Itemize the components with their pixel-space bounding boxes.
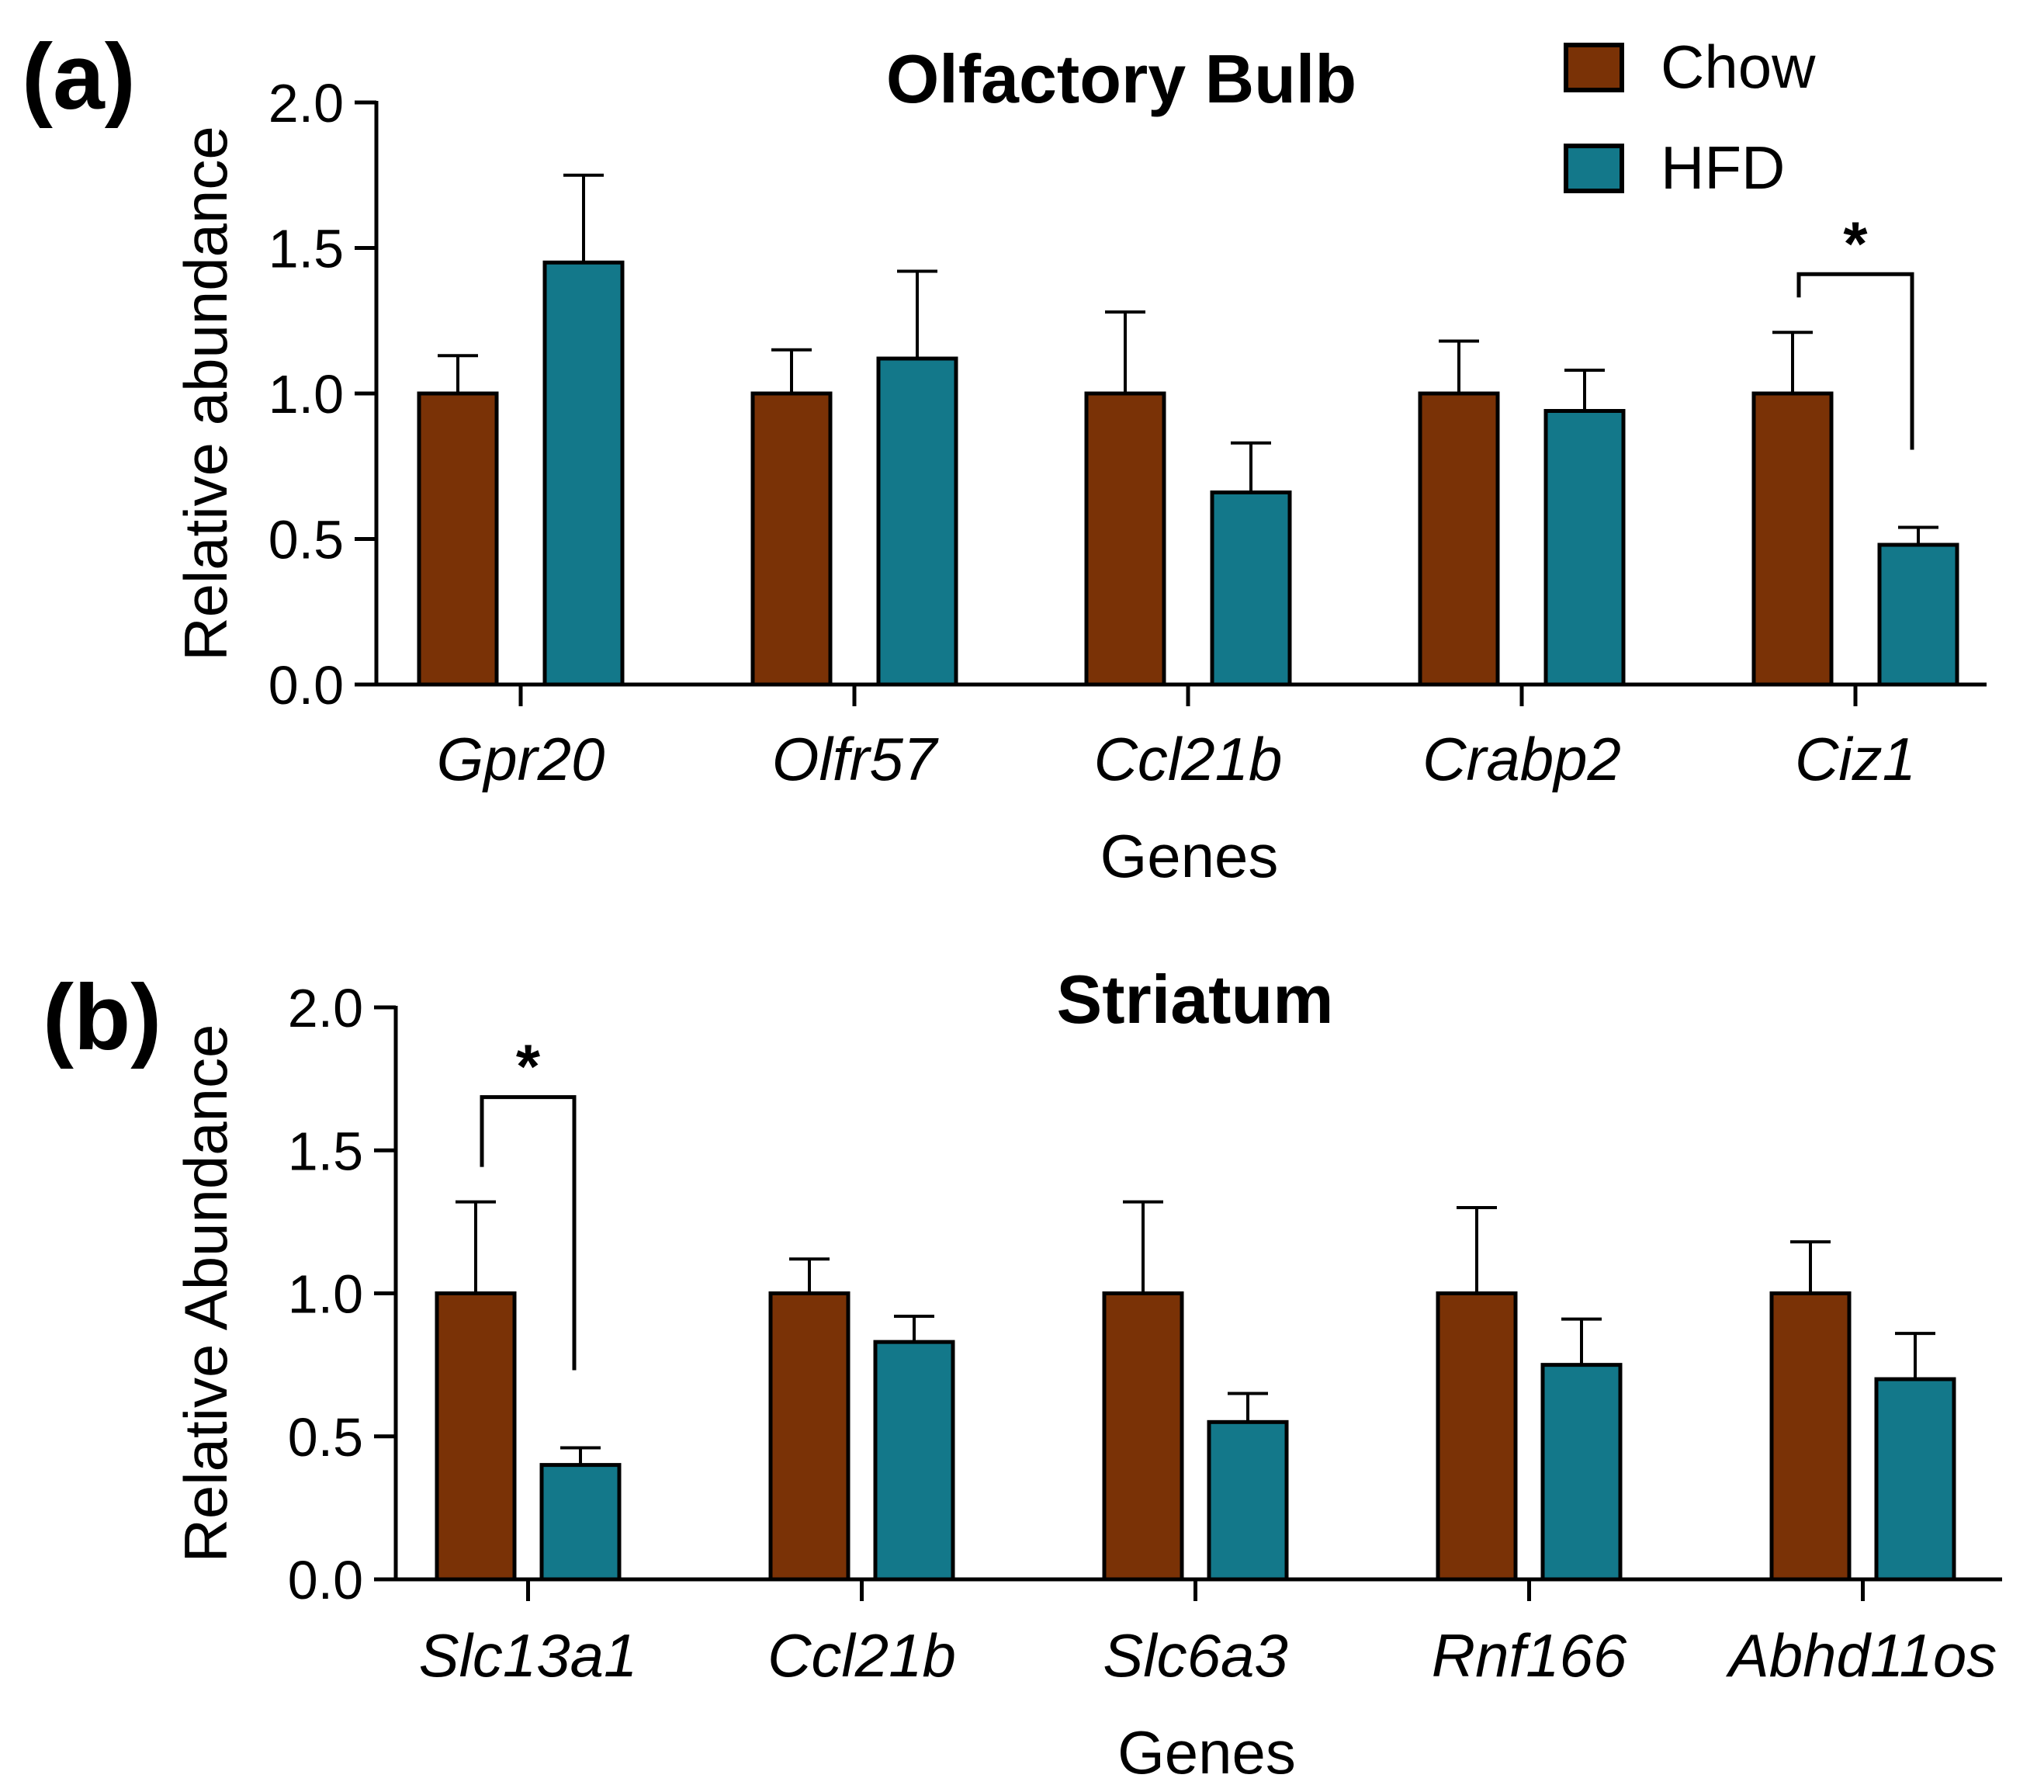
bar-chow-rnf166 [1436,1291,1518,1582]
significance-star: * [1843,209,1868,278]
legend-swatch-hfd [1564,144,1624,193]
bar-chow-gpr20 [417,391,499,687]
bar-hfd-slc13a1 [539,1463,622,1582]
bar-hfd-ciz1 [1877,542,1959,687]
y-axis-title: Relative Abundance [171,1024,240,1563]
significance-bracket [1796,272,1914,450]
gene-label-ccl21b: Ccl21b [767,1621,956,1690]
y-tick-label: 1.5 [288,1121,363,1181]
y-tick-label: 0.0 [288,1550,363,1610]
panel-label: (b) [43,965,161,1069]
gene-label-slc6a3: Slc6a3 [1103,1621,1288,1690]
y-axis-title: Relative abundance [171,126,240,661]
bar-hfd-ccl21b [873,1340,955,1582]
chart-panel-a: (a) Olfactory Bulb 0.0 0.5 1.0 1.5 2.0 Relative… [22,25,1987,890]
bar-hfd-crabp2 [1543,409,1626,687]
bar-chow-olfr57 [750,391,833,687]
y-tick-label: 1.0 [268,364,344,425]
gene-label-ciz1: Ciz1 [1795,725,1916,793]
legend-swatch-chow [1564,43,1624,92]
bar-chow-ccl21b [1084,391,1166,687]
chart-title: Striatum [1057,961,1334,1038]
bar-hfd-olfr57 [876,356,958,687]
gene-label-olfr57: Olfr57 [772,725,939,793]
chart-panel-b: (b) Striatum 0.0 0.5 1.0 1.5 2.0 Relative Abund… [43,961,2002,1787]
bar-chow-ciz1 [1751,391,1834,687]
bar-hfd-abhd11os [1874,1377,1956,1582]
gene-label-rnf166: Rnf166 [1432,1621,1627,1690]
gene-label-slc13a1: Slc13a1 [419,1621,638,1690]
legend: Chow HFD [1564,33,1816,202]
y-tick-label: 2.0 [288,978,363,1038]
bar-chow-abhd11os [1769,1291,1852,1582]
significance-star: * [516,1032,541,1101]
y-tick-label: 2.0 [268,73,344,133]
y-tick-label: 0.5 [288,1407,363,1468]
x-axis-title: Genes [1100,822,1279,890]
bar-chow-ccl21b [768,1291,851,1582]
bar-hfd-rnf166 [1540,1363,1623,1582]
legend-label-hfd: HFD [1661,133,1785,202]
y-tick-label: 0.0 [268,655,344,716]
legend-label-chow: Chow [1661,33,1816,101]
gene-label-gpr20: Gpr20 [437,725,605,793]
y-tick-label: 1.0 [288,1264,363,1325]
bar-chow-crabp2 [1418,391,1500,687]
significance-bracket [480,1095,577,1371]
bar-hfd-gpr20 [542,260,625,687]
bar-chow-slc13a1 [435,1291,517,1582]
y-tick-label: 1.5 [268,219,344,279]
bar-chow-slc6a3 [1102,1291,1184,1582]
gene-label-ccl21b: Ccl21b [1094,725,1283,793]
gene-label-crabp2: Crabp2 [1422,725,1621,793]
panel-label: (a) [22,25,136,129]
x-axis-title: Genes [1117,1718,1296,1787]
y-tick-label: 0.5 [268,510,344,570]
gene-label-abhd11os: Abhd11os [1726,1621,1997,1690]
bar-hfd-slc6a3 [1207,1419,1289,1582]
bar-hfd-ccl21b [1210,490,1292,687]
chart-title: Olfactory Bulb [886,40,1356,117]
